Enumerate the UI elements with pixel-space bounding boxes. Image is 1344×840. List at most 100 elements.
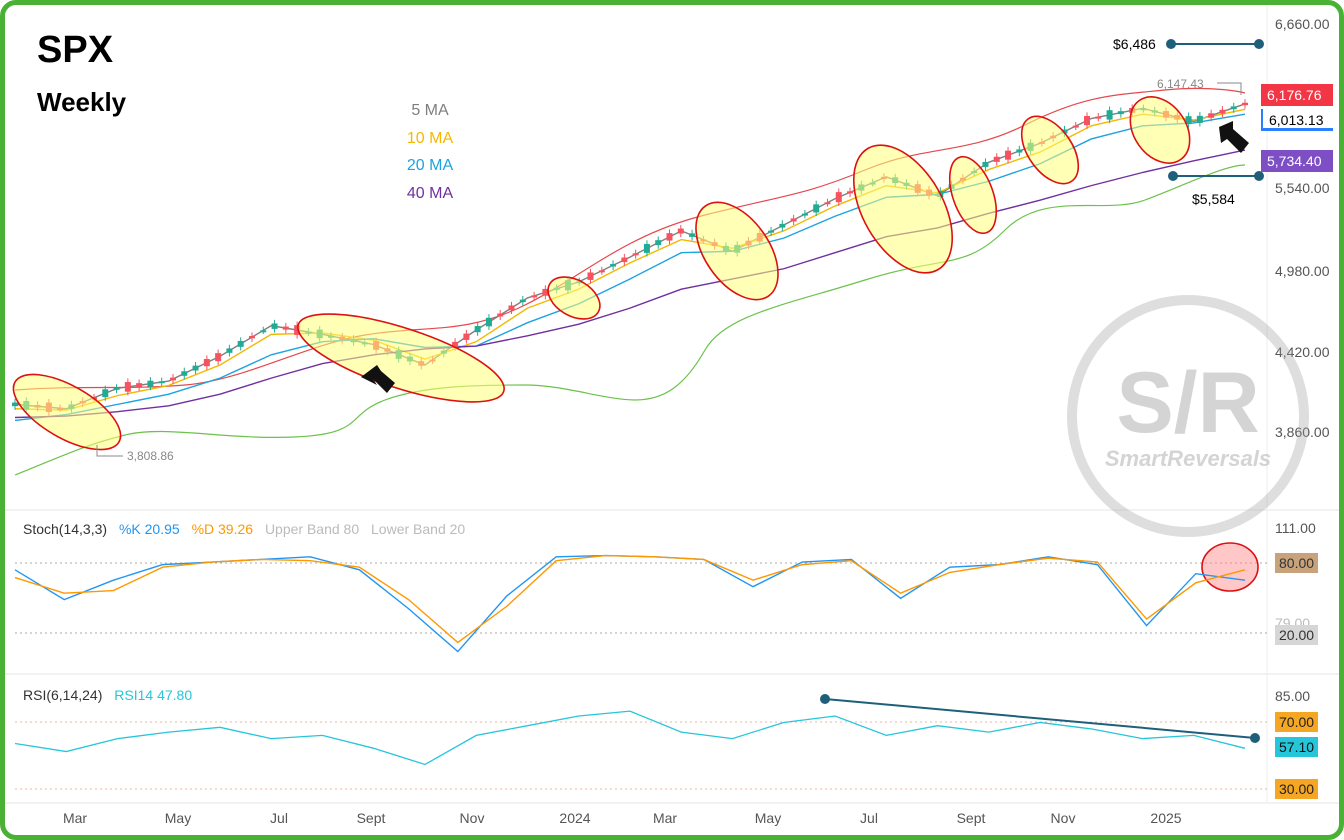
price-tag-current: 6,013.13 bbox=[1261, 109, 1333, 131]
candle-body bbox=[452, 341, 459, 348]
candle-body bbox=[779, 223, 786, 228]
stoch-axis-label: 111.00 bbox=[1275, 520, 1316, 536]
upper-band-line bbox=[14, 87, 1246, 391]
x-axis-label: Mar bbox=[652, 810, 678, 826]
candle-body bbox=[215, 353, 222, 362]
candle-body bbox=[1185, 116, 1192, 125]
candle-body bbox=[519, 299, 526, 303]
candle-body bbox=[824, 202, 831, 205]
candle-body bbox=[677, 228, 684, 234]
candle-body bbox=[203, 359, 210, 367]
candle-body bbox=[1196, 115, 1203, 123]
candle-body bbox=[632, 253, 639, 256]
candle-body bbox=[847, 191, 854, 194]
rsi-divergence-line bbox=[824, 698, 1256, 739]
candle-body bbox=[1219, 109, 1226, 114]
arrow-marker-2 bbox=[1219, 121, 1249, 153]
x-axis-label: 2025 bbox=[1150, 810, 1182, 826]
rsi-lines bbox=[14, 710, 1246, 766]
stoch-d-label: %D 39.26 bbox=[191, 521, 254, 537]
x-axis-label: Nov bbox=[459, 810, 485, 826]
candle-body bbox=[1117, 111, 1124, 115]
rsi-axis-label: 30.00 bbox=[1275, 779, 1319, 799]
highlight-ellipse-7 bbox=[1020, 115, 1080, 185]
ma-line-40-ma bbox=[14, 149, 1246, 419]
candle-body bbox=[610, 264, 617, 267]
highlight-ellipse-stoch bbox=[1201, 542, 1259, 592]
candle-body bbox=[248, 335, 255, 339]
candle-body bbox=[463, 333, 470, 340]
rsi-axis-label: 85.00 bbox=[1275, 688, 1311, 704]
x-axis-label: Jul bbox=[270, 810, 288, 826]
candle-body bbox=[136, 383, 143, 388]
candle-body bbox=[226, 348, 233, 353]
candle-body bbox=[542, 288, 549, 296]
stoch-upper-label: Upper Band 80 bbox=[264, 521, 360, 537]
price-axis-label: 5,540.00 bbox=[1275, 180, 1330, 196]
ma-legend-10: 10 MA bbox=[406, 129, 454, 147]
candle-body bbox=[666, 233, 673, 241]
candle-body bbox=[621, 257, 628, 263]
rsi-axis-label: 70.00 bbox=[1275, 712, 1319, 732]
x-axis-label: 2024 bbox=[559, 810, 591, 826]
target-high-dot-right bbox=[1254, 39, 1264, 49]
candle-body bbox=[102, 389, 109, 398]
stoch-k-line bbox=[14, 554, 1246, 653]
watermark-logo-text: S/R bbox=[1116, 355, 1260, 451]
period-low-callout bbox=[96, 445, 123, 457]
target-high-dot-left bbox=[1166, 39, 1176, 49]
ma-legend-20: 20 MA bbox=[406, 157, 454, 174]
candle-body bbox=[158, 381, 165, 384]
chart-subtitle: Weekly bbox=[37, 87, 127, 117]
rsi-divergence-dot-left bbox=[820, 694, 830, 704]
period-low-label: 3,808.86 bbox=[127, 449, 174, 463]
candle-body bbox=[1084, 116, 1091, 126]
candle-body bbox=[598, 270, 605, 273]
highlight-ellipse-4 bbox=[695, 201, 779, 301]
stoch-lower-label: Lower Band 20 bbox=[371, 521, 466, 537]
price-tag-high: 6,176.76 bbox=[1261, 84, 1333, 106]
x-axis-label: Nov bbox=[1050, 810, 1076, 826]
rsi-header: RSI(6,14,24) RSI14 47.80 bbox=[23, 687, 200, 703]
candle-body bbox=[813, 204, 820, 213]
candle-body bbox=[982, 161, 989, 167]
highlight-ellipses bbox=[12, 96, 1259, 592]
highlight-ellipse-1 bbox=[12, 373, 122, 451]
candle-body bbox=[1016, 149, 1023, 153]
target-low-dot-right bbox=[1254, 171, 1264, 181]
stoch-axis-label: 80.00 bbox=[1275, 553, 1319, 573]
candle-body bbox=[1005, 150, 1012, 160]
candle-body bbox=[587, 272, 594, 280]
recent-high-label: 6,147.43 bbox=[1157, 77, 1204, 91]
stoch-name: Stoch(14,3,3) bbox=[23, 521, 108, 537]
price-tag-ma40: 5,734.40 bbox=[1261, 150, 1333, 172]
candle-body bbox=[768, 230, 775, 233]
highlight-ellipse-3 bbox=[547, 276, 601, 320]
x-axis-label: Jul bbox=[860, 810, 878, 826]
rsi-label: RSI14 47.80 bbox=[114, 687, 193, 703]
chart-title: SPX bbox=[37, 29, 114, 71]
candle-body bbox=[124, 382, 131, 392]
candle-body bbox=[655, 240, 662, 246]
rsi-axis-label: 57.10 bbox=[1275, 737, 1319, 757]
candle-body bbox=[1208, 113, 1215, 118]
stoch-d-line bbox=[14, 554, 1246, 644]
arrow-marker-1 bbox=[361, 365, 395, 393]
x-axis-label: Mar bbox=[62, 810, 88, 826]
highlight-ellipse-8 bbox=[1129, 96, 1191, 164]
candle-body bbox=[282, 326, 289, 330]
candle-body bbox=[237, 340, 244, 347]
candle-body bbox=[801, 213, 808, 216]
candle-body bbox=[294, 325, 301, 335]
ma-legend: 5 MA 10 MA 20 MA 40 MA bbox=[385, 97, 475, 207]
candle-body bbox=[993, 156, 1000, 162]
candle-body bbox=[689, 233, 696, 237]
candle-body bbox=[835, 192, 842, 203]
highlight-ellipse-6 bbox=[948, 155, 998, 235]
stoch-header: Stoch(14,3,3) %K 20.95 %D 39.26 Upper Ba… bbox=[23, 521, 473, 537]
ma-legend-40: 40 MA bbox=[406, 184, 454, 202]
candle-body bbox=[790, 218, 797, 222]
candle-body bbox=[169, 377, 176, 381]
candle-body bbox=[1095, 116, 1102, 119]
